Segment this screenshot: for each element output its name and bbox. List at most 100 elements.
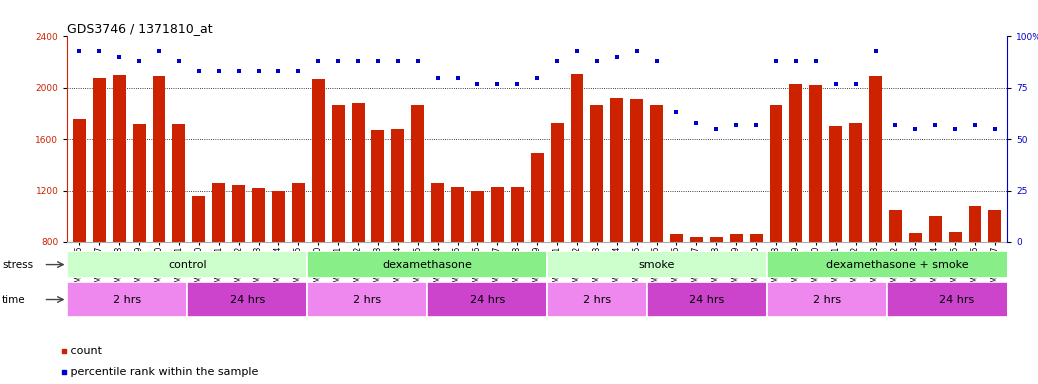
Point [310, 58, 327, 64]
Bar [252, 188, 265, 242]
Bar [431, 183, 444, 242]
Bar [767, 282, 886, 317]
Bar [886, 282, 1027, 317]
Bar [769, 104, 783, 242]
Point [966, 122, 983, 128]
Point [668, 109, 685, 116]
Bar [610, 98, 623, 242]
Point [569, 48, 585, 54]
Point [808, 58, 824, 64]
Point [250, 68, 267, 74]
Point [72, 48, 88, 54]
Bar [829, 126, 842, 242]
Point [350, 58, 366, 64]
Point [887, 122, 904, 128]
Bar [550, 122, 564, 242]
Point [111, 54, 128, 60]
Bar [428, 282, 547, 317]
Bar [391, 129, 405, 242]
Bar [188, 282, 307, 317]
Text: 24 hrs: 24 hrs [469, 295, 504, 305]
Bar [67, 282, 188, 317]
Point [509, 81, 525, 87]
Bar [233, 185, 245, 242]
Point [907, 126, 924, 132]
Point [489, 81, 506, 87]
Point [389, 58, 406, 64]
Bar [332, 104, 345, 242]
Text: 2 hrs: 2 hrs [353, 295, 381, 305]
Point [549, 58, 566, 64]
Bar [212, 183, 225, 242]
Bar [790, 84, 802, 242]
Point [747, 122, 764, 128]
Point [986, 126, 1003, 132]
Bar [471, 190, 484, 242]
Point [290, 68, 306, 74]
Bar [630, 99, 644, 242]
Text: 24 hrs: 24 hrs [229, 295, 265, 305]
Text: dexamethasone: dexamethasone [382, 260, 472, 270]
Bar [92, 78, 106, 242]
Bar [307, 251, 547, 278]
Bar [670, 234, 683, 242]
Bar [710, 237, 722, 242]
Point [170, 58, 187, 64]
Point [847, 81, 864, 87]
Bar [869, 76, 882, 242]
Point [270, 68, 286, 74]
Bar [113, 75, 126, 242]
Point [469, 81, 486, 87]
Bar [311, 79, 325, 242]
Bar [571, 74, 583, 242]
Point [827, 81, 844, 87]
Text: count: count [67, 346, 103, 356]
Point [151, 48, 167, 54]
Bar [730, 234, 742, 242]
Bar [547, 282, 647, 317]
Point [927, 122, 944, 128]
Text: stress: stress [2, 260, 33, 270]
Bar [749, 234, 763, 242]
Bar [133, 124, 145, 242]
Point [131, 58, 147, 64]
Bar [411, 104, 425, 242]
Bar [511, 187, 524, 242]
Bar [452, 187, 464, 242]
Bar [352, 103, 364, 242]
Text: smoke: smoke [639, 260, 676, 270]
Point [528, 74, 546, 81]
Point [589, 58, 605, 64]
Bar [292, 183, 305, 242]
Bar [372, 130, 384, 242]
Text: control: control [168, 260, 207, 270]
Bar [849, 122, 863, 242]
Point [608, 54, 625, 60]
Bar [73, 119, 86, 242]
Point [191, 68, 208, 74]
Point [688, 120, 705, 126]
Bar [767, 251, 1027, 278]
Bar [272, 191, 284, 242]
Text: dexamethasone + smoke: dexamethasone + smoke [825, 260, 968, 270]
Bar [491, 187, 503, 242]
Text: 24 hrs: 24 hrs [689, 295, 725, 305]
Bar [172, 124, 186, 242]
Text: percentile rank within the sample: percentile rank within the sample [67, 367, 258, 377]
Bar [889, 210, 902, 242]
Bar [988, 210, 1002, 242]
Point [330, 58, 347, 64]
Point [649, 58, 665, 64]
Point [768, 58, 785, 64]
Bar [810, 85, 822, 242]
Bar [591, 104, 603, 242]
Bar [690, 237, 703, 242]
Point [409, 58, 426, 64]
Point [370, 58, 386, 64]
Point [867, 48, 883, 54]
Bar [153, 76, 165, 242]
Point [628, 48, 645, 54]
Bar [929, 216, 941, 242]
Text: 2 hrs: 2 hrs [113, 295, 141, 305]
Text: 2 hrs: 2 hrs [813, 295, 841, 305]
